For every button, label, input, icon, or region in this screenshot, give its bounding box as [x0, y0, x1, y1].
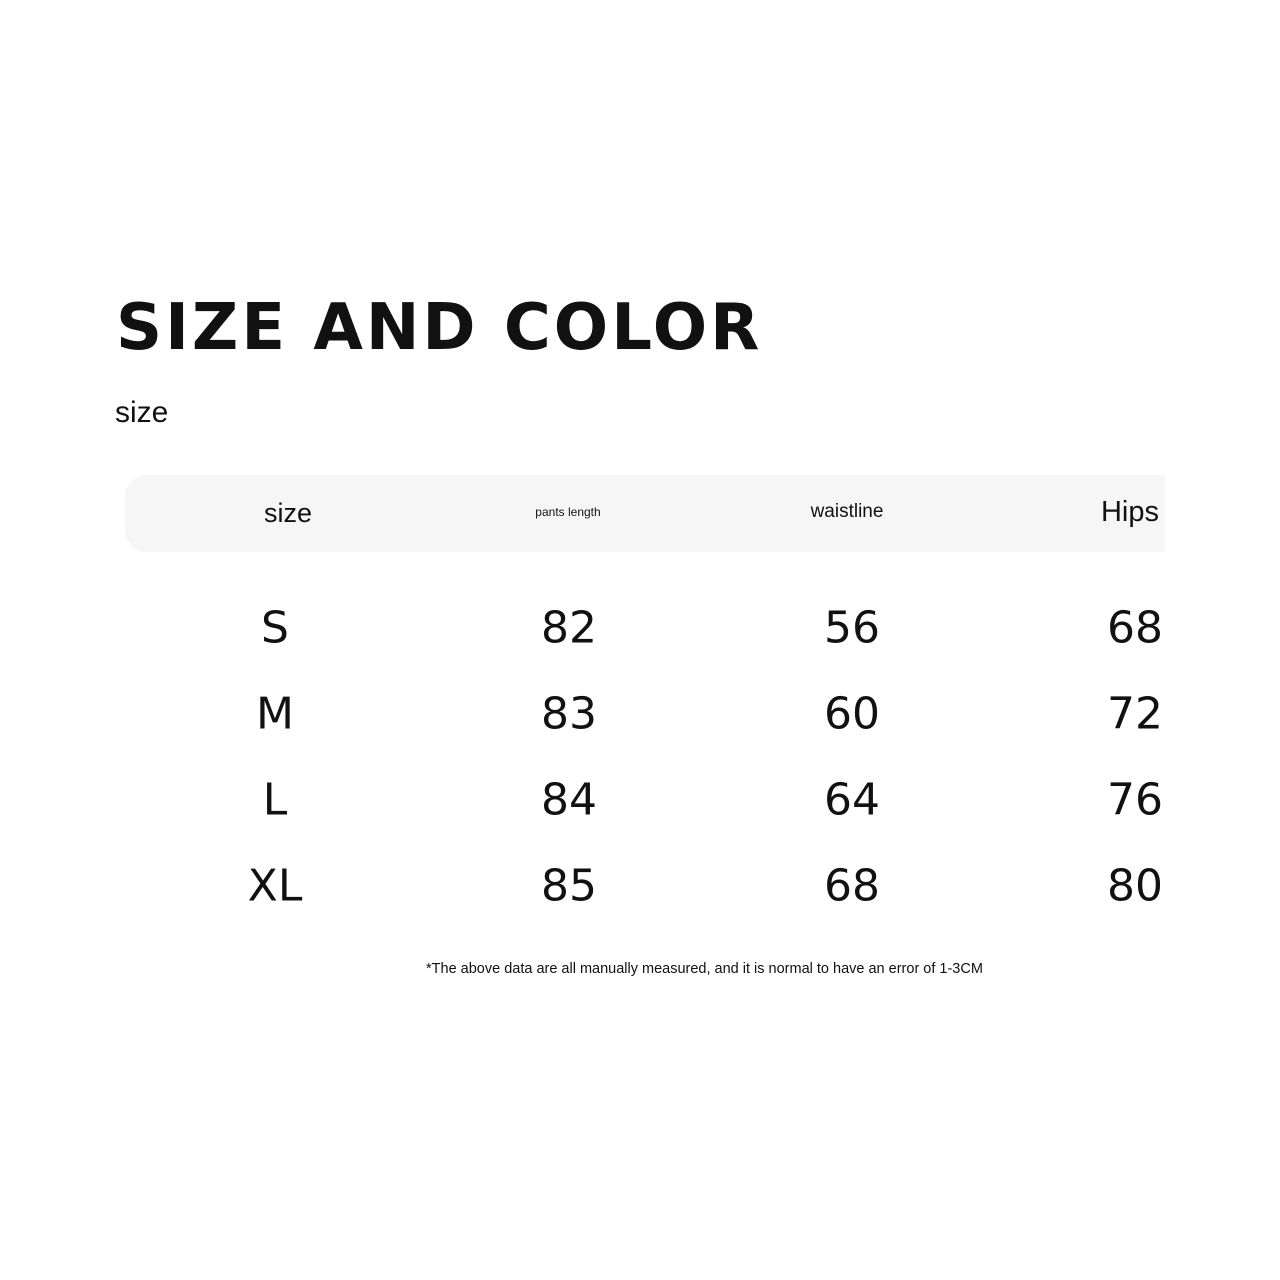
cell-waistline: 56 [824, 602, 880, 654]
cell-hips: 72 [1107, 688, 1163, 740]
table-header [125, 475, 1165, 552]
cell-waistline: 64 [824, 774, 880, 826]
section-subtitle: size [115, 396, 169, 429]
header-waistline: waistline [810, 501, 884, 522]
cell-pants-length: 84 [541, 774, 597, 826]
cell-size: L [262, 774, 288, 826]
cell-waistline: 68 [824, 860, 880, 912]
cell-size: S [261, 602, 289, 654]
cell-size: M [256, 688, 294, 740]
cell-pants-length: 83 [541, 688, 597, 740]
header-size: size [263, 498, 313, 528]
header-hips: Hips [1100, 496, 1160, 528]
cell-hips: 80 [1107, 860, 1163, 912]
cell-pants-length: 85 [541, 860, 597, 912]
page-title: SIZE AND COLOR [116, 291, 763, 365]
measurement-note: *The above data are all manually measure… [426, 961, 983, 977]
cell-hips: 68 [1107, 602, 1163, 654]
cell-size: XL [247, 860, 303, 912]
header-pants-length: pants length [535, 505, 601, 519]
cell-waistline: 60 [824, 688, 880, 740]
cell-pants-length: 82 [541, 602, 597, 654]
cell-hips: 76 [1107, 774, 1163, 826]
